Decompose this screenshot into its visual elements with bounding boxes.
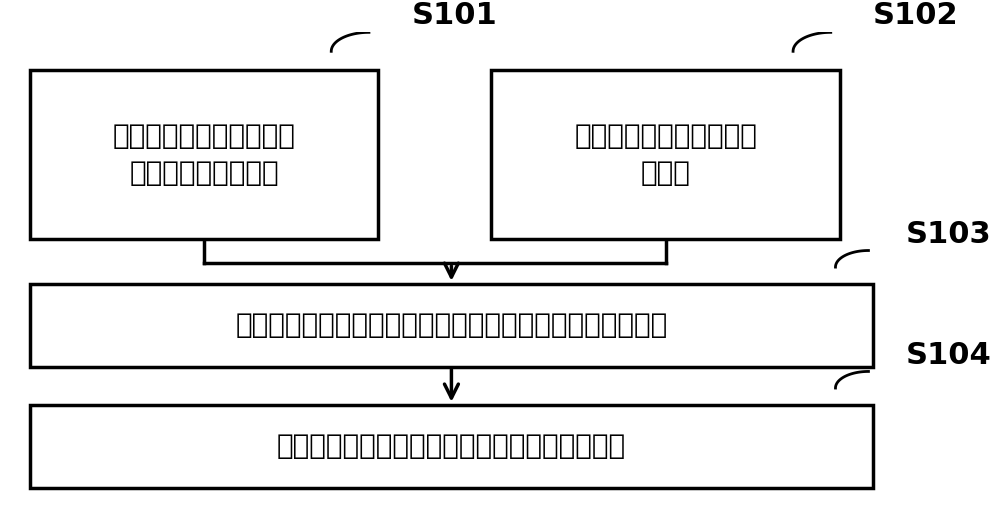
Text: 基于价值评分，对模板库中的特征模板进行调整: 基于价值评分，对模板库中的特征模板进行调整 (277, 432, 626, 460)
Bar (491, 70, 840, 239)
Text: 基于匹配次数和录入时长，计算目标的特征模板的价值评分: 基于匹配次数和录入时长，计算目标的特征模板的价值评分 (235, 311, 668, 339)
Text: S104: S104 (906, 341, 992, 370)
Text: 获得目标的特征模板的匹
配次数: 获得目标的特征模板的匹 配次数 (574, 122, 757, 187)
Text: S101: S101 (411, 1, 497, 30)
Bar (30, 405, 873, 488)
Text: S103: S103 (906, 220, 992, 249)
Bar (30, 283, 873, 367)
Text: S102: S102 (873, 1, 959, 30)
Bar (30, 70, 378, 239)
Text: 获得目标的特征模板录入
到模板库的录入时长: 获得目标的特征模板录入 到模板库的录入时长 (113, 122, 295, 187)
